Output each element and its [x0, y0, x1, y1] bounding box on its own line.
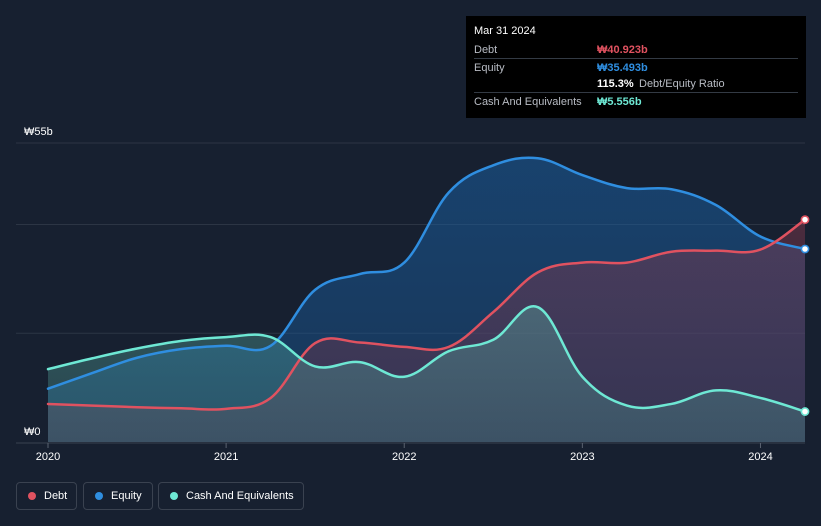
tooltip-ratio-label: Debt/Equity Ratio	[639, 78, 725, 90]
debt-end-marker[interactable]	[800, 215, 810, 225]
tooltip-debt-value: ₩40.923b	[597, 44, 648, 56]
tooltip-ratio-row: 115.3% Debt/Equity Ratio	[474, 75, 798, 92]
tooltip-cash-row: Cash And Equivalents ₩5.556b	[474, 92, 798, 110]
legend-item-equity[interactable]: Equity	[83, 482, 153, 510]
x-tick-label: 2022	[392, 451, 416, 463]
tooltip-panel: Mar 31 2024 Debt ₩40.923b Equity ₩35.493…	[466, 16, 806, 118]
tooltip-debt-row: Debt ₩40.923b	[474, 41, 798, 58]
debt-area	[48, 219, 805, 442]
x-tick-label: 2024	[748, 451, 772, 463]
x-tick-label: 2023	[570, 451, 594, 463]
y-axis-bottom-label: ₩0	[24, 426, 41, 438]
tooltip-cash-value: ₩5.556b	[597, 96, 642, 108]
legend-debt-label: Debt	[44, 490, 68, 502]
legend-cash-dot	[170, 492, 178, 500]
legend-equity-label: Equity	[111, 490, 142, 502]
debt-line	[46, 218, 807, 411]
equity-end-marker[interactable]	[800, 244, 810, 254]
tooltip-equity-row: Equity ₩35.493b	[474, 58, 798, 76]
legend-item-debt[interactable]: Debt	[16, 482, 77, 510]
legend-debt-dot	[28, 492, 36, 500]
tooltip-ratio-value: 115.3%	[597, 78, 634, 90]
y-axis-top-label: ₩55b	[24, 126, 53, 138]
legend-item-cash[interactable]: Cash And Equivalents	[158, 482, 304, 510]
cash-and-equivalents-end-marker[interactable]	[800, 407, 810, 416]
tooltip-equity-label: Equity	[474, 62, 505, 74]
x-tick-label: 2021	[214, 451, 238, 463]
legend-equity-dot	[95, 492, 103, 500]
tooltip-date: Mar 31 2024	[474, 25, 536, 37]
legend-cash-label: Cash And Equivalents	[186, 490, 294, 502]
equity-line	[46, 156, 807, 390]
cash-and-equivalents-line	[46, 305, 807, 413]
tooltip-equity-value: ₩35.493b	[597, 62, 648, 74]
tooltip-cash-label: Cash And Equivalents	[474, 96, 582, 108]
tooltip-debt-label: Debt	[474, 44, 498, 56]
x-tick-label: 2020	[36, 451, 60, 463]
